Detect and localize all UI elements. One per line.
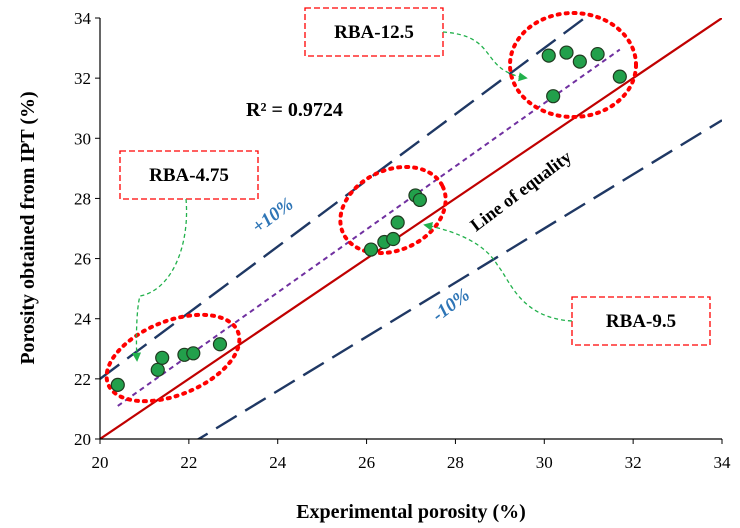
- y-tick-label: 30: [74, 129, 91, 148]
- minus-10-line: [196, 119, 722, 439]
- label-box-rba-4.75: [119, 150, 259, 200]
- x-tick-label: 32: [625, 453, 642, 472]
- label-box-rba-12.5: [304, 7, 444, 57]
- data-point: [390, 215, 405, 230]
- data-point: [612, 69, 627, 84]
- data-point: [559, 45, 574, 60]
- data-points: [110, 45, 627, 392]
- data-point: [212, 337, 228, 352]
- arrow-rba-9.5: [423, 221, 573, 322]
- reference-lines: [100, 18, 722, 439]
- arrow-rba-12.5: [442, 31, 528, 82]
- group-ellipse-rba-9.5: [338, 164, 448, 256]
- line-of-equality: [100, 18, 722, 439]
- y-tick-label: 28: [74, 189, 91, 208]
- y-tick-label: 20: [74, 430, 91, 449]
- x-axis-title: Experimental porosity (%): [296, 501, 526, 523]
- y-tick-label: 26: [74, 250, 91, 269]
- y-tick-label: 32: [74, 69, 91, 88]
- line-of-equality-label: Line of equality: [466, 146, 575, 235]
- data-point: [590, 46, 605, 62]
- data-point: [110, 377, 125, 392]
- axis-ticks: 20 22 24 26 28 30 32 34 20 22 24 26 28 30 32 34: [74, 9, 731, 472]
- minus-10-label: -10%: [428, 284, 474, 326]
- label-rba-4.75: RBA-4.75: [149, 165, 229, 186]
- data-point: [541, 48, 556, 63]
- x-tick-label: 30: [536, 453, 553, 472]
- group-ellipse-rba-4.75: [104, 312, 242, 404]
- y-tick-label: 34: [74, 9, 92, 28]
- y-tick-label: 22: [74, 370, 91, 389]
- plus-10-line: [100, 18, 587, 380]
- label-box-rba-9.5: [571, 296, 711, 346]
- label-rba-9.5: RBA-9.5: [606, 311, 676, 332]
- x-tick-label: 34: [714, 453, 732, 472]
- y-tick-label: 24: [74, 310, 92, 329]
- data-point: [155, 350, 170, 365]
- x-tick-label: 28: [447, 453, 464, 472]
- data-point: [363, 242, 379, 257]
- data-point: [150, 362, 165, 377]
- r-squared-label: R² = 0.9724: [246, 99, 343, 121]
- data-point: [546, 89, 561, 104]
- x-tick-label: 20: [92, 453, 109, 472]
- group-ellipse-rba-12.5: [508, 11, 638, 119]
- data-point: [186, 346, 201, 361]
- x-tick-label: 26: [358, 453, 375, 472]
- data-point: [412, 192, 427, 208]
- label-rba-12.5: RBA-12.5: [334, 22, 414, 43]
- y-axis-title: Porosity obtained from IPT (%): [17, 91, 39, 364]
- x-tick-label: 24: [269, 453, 287, 472]
- data-point: [386, 231, 401, 247]
- arrow-rba-4.75: [131, 198, 188, 362]
- plus-10-label: +10%: [248, 194, 297, 238]
- data-point: [572, 54, 587, 69]
- x-tick-label: 22: [180, 453, 197, 472]
